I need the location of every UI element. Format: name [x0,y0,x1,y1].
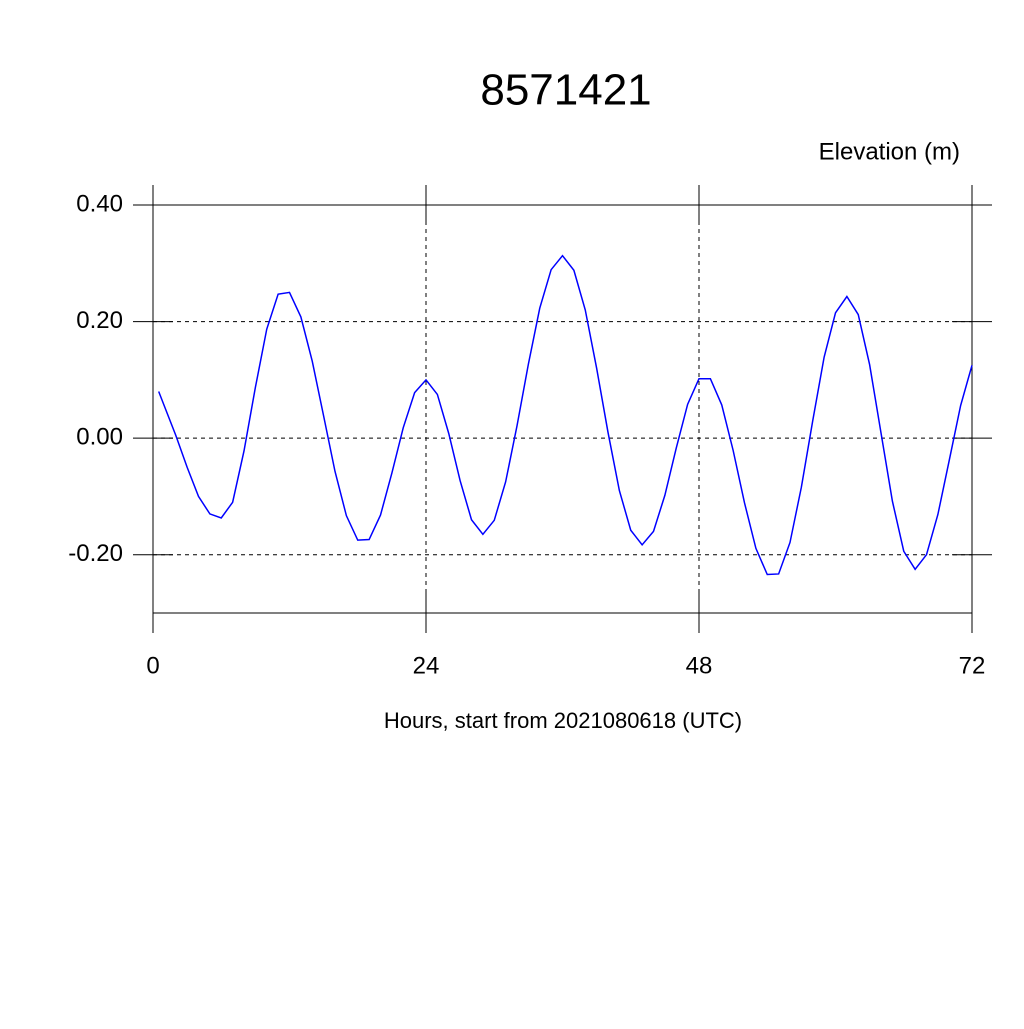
y-tick-label: 0.00 [76,423,123,450]
x-tick-label: 24 [413,652,440,679]
chart-title: 8571421 [480,66,651,115]
x-tick-label: 48 [686,652,713,679]
x-axis-label: Hours, start from 2021080618 (UTC) [384,708,742,733]
y-tick-label: -0.20 [68,540,123,567]
y-tick-label: 0.20 [76,307,123,334]
y-tick-label: 0.40 [76,190,123,217]
data-line [157,254,973,576]
x-tick-label: 0 [146,652,159,679]
x-tick-label: 72 [959,652,986,679]
y-axis-label: Elevation (m) [819,138,960,165]
plot-frame [152,204,973,614]
